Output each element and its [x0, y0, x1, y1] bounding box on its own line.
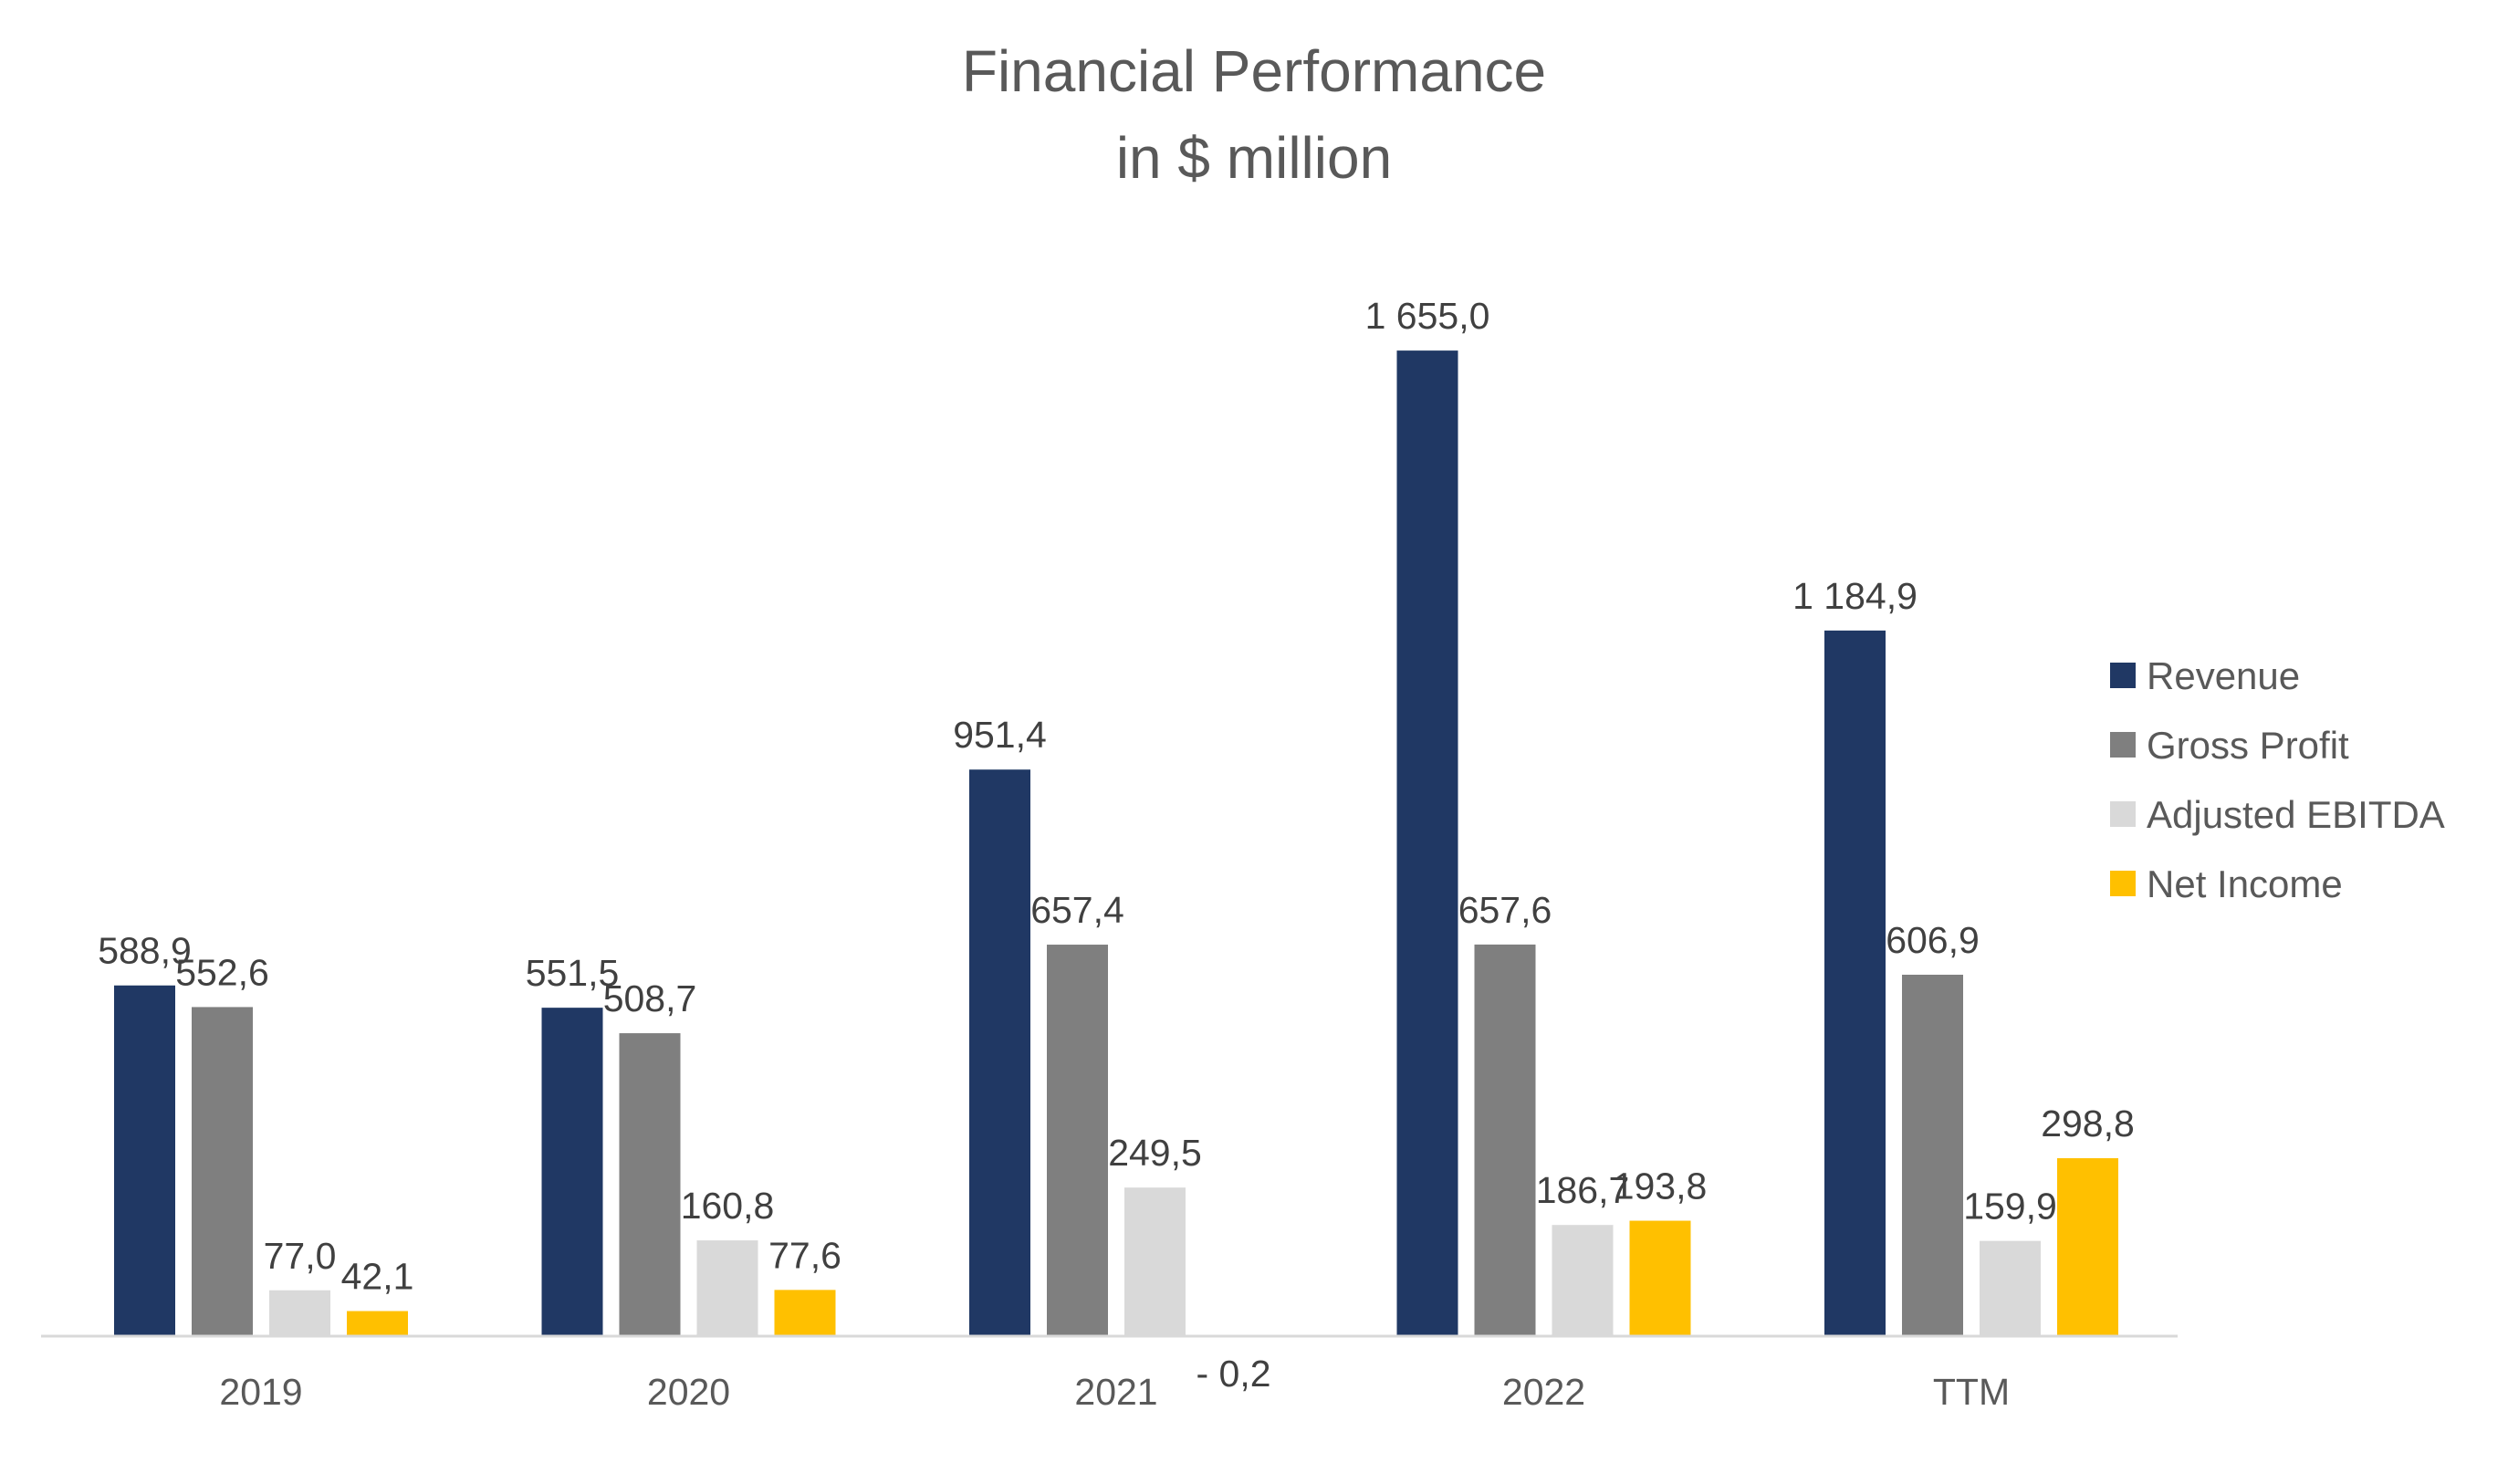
chart-title-line-2: in $ million — [1116, 125, 1392, 191]
x-tick-ttm: TTM — [1933, 1371, 2010, 1413]
data-label-gross-profit-2022: 657,6 — [1458, 889, 1552, 931]
bar-net-income-2022 — [1629, 1220, 1691, 1336]
data-label-adjusted-ebitda-2019: 77,0 — [264, 1235, 337, 1277]
bar-gross-profit-2021 — [1047, 945, 1108, 1336]
x-tick-2021: 2021 — [1074, 1371, 1157, 1413]
bar-gross-profit-ttm — [1902, 974, 1963, 1336]
bar-adjusted-ebitda-2022 — [1552, 1225, 1614, 1336]
x-tick-2022: 2022 — [1502, 1371, 1585, 1413]
bar-revenue-ttm — [1824, 630, 1886, 1336]
legend-label-revenue: Revenue — [2147, 654, 2300, 697]
data-label-net-income-2021: - 0,2 — [1196, 1353, 1270, 1395]
bar-gross-profit-2020 — [619, 1033, 681, 1336]
bar-gross-profit-2022 — [1474, 944, 1536, 1336]
legend-swatch-revenue — [2110, 663, 2136, 688]
bar-adjusted-ebitda-ttm — [1980, 1240, 2041, 1336]
data-label-adjusted-ebitda-2020: 160,8 — [681, 1185, 775, 1227]
data-label-net-income-2022: 193,8 — [1614, 1165, 1708, 1207]
data-label-net-income-ttm: 298,8 — [2041, 1103, 2135, 1144]
bar-net-income-ttm — [2057, 1158, 2118, 1336]
x-tick-2019: 2019 — [219, 1371, 302, 1413]
bar-gross-profit-2019 — [192, 1007, 253, 1336]
legend-label-gross-profit: Gross Profit — [2147, 724, 2349, 767]
data-label-gross-profit-2019: 552,6 — [175, 951, 269, 993]
data-label-adjusted-ebitda-2021: 249,5 — [1108, 1132, 1202, 1174]
data-label-revenue-2020: 551,5 — [526, 952, 620, 994]
legend-swatch-adjusted-ebitda — [2110, 801, 2136, 827]
data-label-gross-profit-ttm: 606,9 — [1886, 919, 1980, 961]
bar-revenue-2022 — [1396, 350, 1458, 1336]
data-label-adjusted-ebitda-2022: 186,7 — [1536, 1169, 1630, 1211]
legend-swatch-gross-profit — [2110, 732, 2136, 758]
legend-swatch-net-income — [2110, 871, 2136, 896]
bar-revenue-2020 — [541, 1008, 603, 1336]
data-label-net-income-2020: 77,6 — [768, 1234, 841, 1276]
data-label-revenue-2022: 1 655,0 — [1365, 295, 1490, 337]
data-label-gross-profit-2020: 508,7 — [603, 977, 697, 1019]
x-tick-2020: 2020 — [647, 1371, 730, 1413]
x-tick-layer: 2019 2020 2021 2022 TTM — [219, 1371, 2010, 1413]
legend-label-adjusted-ebitda: Adjusted EBITDA — [2147, 793, 2445, 836]
data-label-revenue-ttm: 1 184,9 — [1792, 575, 1918, 617]
bar-adjusted-ebitda-2020 — [696, 1240, 758, 1336]
data-label-net-income-2019: 42,1 — [341, 1256, 414, 1298]
data-label-revenue-2021: 951,4 — [953, 714, 1047, 756]
bars-layer — [114, 350, 2118, 1337]
data-label-adjusted-ebitda-ttm: 159,9 — [1963, 1186, 2057, 1228]
bar-adjusted-ebitda-2019 — [269, 1290, 330, 1336]
legend: Revenue Gross Profit Adjusted EBITDA Net In… — [2110, 654, 2445, 905]
bar-revenue-2021 — [969, 769, 1030, 1336]
legend-label-net-income: Net Income — [2147, 862, 2343, 905]
bar-revenue-2019 — [114, 985, 175, 1336]
chart-title-line-1: Financial Performance — [962, 38, 1546, 104]
bar-net-income-2020 — [774, 1290, 836, 1336]
bar-adjusted-ebitda-2021 — [1124, 1187, 1186, 1336]
bar-net-income-2019 — [347, 1311, 408, 1336]
data-label-revenue-2019: 588,9 — [98, 930, 192, 972]
data-label-gross-profit-2021: 657,4 — [1030, 889, 1124, 931]
